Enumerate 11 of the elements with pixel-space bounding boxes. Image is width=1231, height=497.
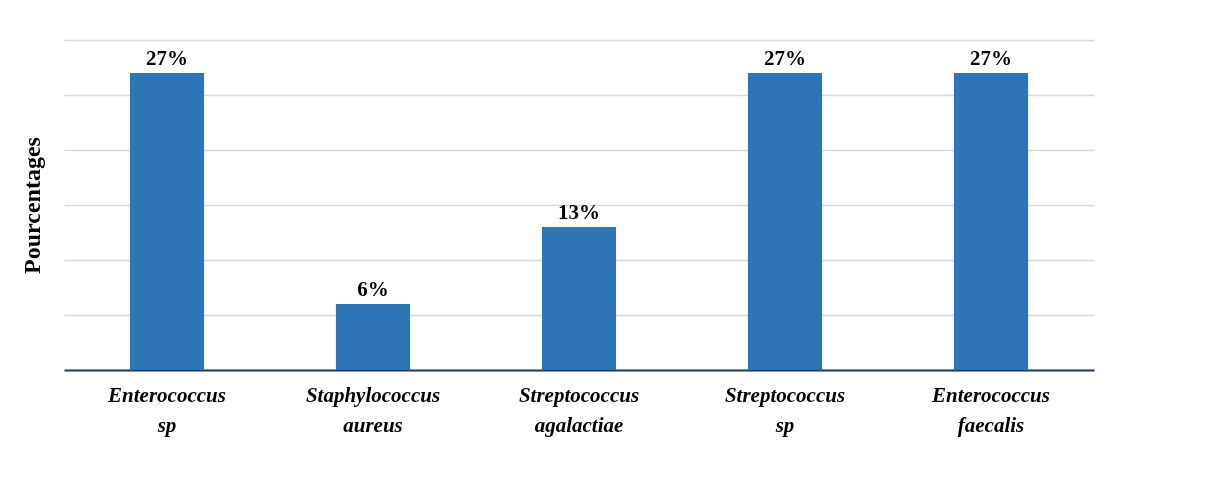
data-label: 27% — [764, 46, 806, 70]
x-tick-label: Enterococcus faecalis — [931, 382, 1050, 437]
data-label: 27% — [970, 46, 1012, 70]
x-tick-label: Staphylococcus aureus — [305, 382, 441, 437]
x-tick-label: Enterococcus sp — [107, 382, 226, 437]
y-axis-title: Pourcentages — [18, 137, 45, 274]
data-label: 13% — [558, 200, 600, 224]
x-tick-label: Streptococcus agalactiae — [518, 382, 640, 437]
x-tick-label: Streptococcus sp — [724, 382, 846, 437]
data-label: 27% — [146, 46, 188, 70]
data-label: 6% — [357, 277, 389, 301]
